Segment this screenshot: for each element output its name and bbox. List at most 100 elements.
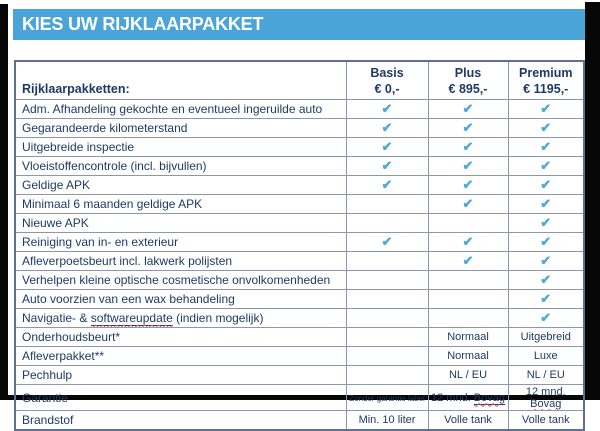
- cell-check: ✔: [345, 232, 429, 252]
- table-row: Afleverpoetsbeurt incl. lakwerk polijste…: [14, 251, 585, 271]
- checkmark-icon: ✔: [381, 120, 393, 135]
- table-row: Minimaal 6 maanden geldige APK ✔ ✔: [14, 194, 585, 214]
- checkmark-icon: ✔: [462, 158, 474, 173]
- cell-empty: [345, 327, 429, 347]
- cell-value: NL / EU: [427, 365, 509, 385]
- checkmark-icon: ✔: [462, 101, 474, 116]
- row-label: Afleverpakket**: [14, 346, 347, 366]
- cell-check: ✔: [345, 156, 429, 176]
- table-row: Garantie Zonder garantie label 12 mnd. Bov…: [14, 384, 585, 411]
- cell-check: ✔: [507, 99, 585, 119]
- column-price: € 1195,-: [523, 81, 569, 96]
- row-label: Brandstof: [14, 410, 347, 431]
- cell-check: ✔: [427, 175, 509, 195]
- page-title: KIES UW RIJKLAARPAKKET: [22, 14, 264, 34]
- spellcheck-underline: softwareupdate: [90, 311, 173, 326]
- cell-check: ✔: [345, 99, 429, 119]
- cell-empty: [427, 213, 509, 233]
- cell-check: ✔: [507, 194, 585, 214]
- cell-empty: [345, 346, 429, 366]
- table-row: Uitgebreide inspectie ✔ ✔ ✔: [14, 137, 585, 157]
- column-header-basis: Basis € 0,-: [345, 60, 429, 100]
- photo-border-right: [585, 2, 600, 400]
- checkmark-icon: ✔: [540, 291, 552, 306]
- cell-empty: [345, 251, 429, 271]
- cell-check: ✔: [507, 289, 585, 309]
- cell-check: ✔: [507, 137, 585, 157]
- row-label: Minimaal 6 maanden geldige APK: [14, 194, 347, 214]
- cell-empty: [345, 308, 429, 328]
- row-label: Vloeistoffencontrole (incl. bijvullen): [14, 156, 347, 176]
- comparison-table: Rijklaarpakketten: Basis € 0,- Plus € 89…: [14, 60, 585, 431]
- checkmark-icon: ✔: [381, 177, 393, 192]
- cell-check: ✔: [507, 270, 585, 290]
- checkmark-icon: ✔: [540, 310, 552, 325]
- cell-check: ✔: [427, 156, 509, 176]
- row-label: Geldige APK: [14, 175, 347, 195]
- checkmark-icon: ✔: [462, 196, 474, 211]
- row-label: Reiniging van in- en exterieur: [14, 232, 347, 252]
- checkmark-icon: ✔: [540, 253, 552, 268]
- cell-check: ✔: [427, 118, 509, 138]
- row-label: Onderhoudsbeurt*: [14, 327, 347, 347]
- cell-check: ✔: [507, 118, 585, 138]
- table-row: Vloeistoffencontrole (incl. bijvullen) ✔ ✔…: [14, 156, 585, 176]
- checkmark-icon: ✔: [540, 196, 552, 211]
- cell-check: ✔: [507, 156, 585, 176]
- cell-empty: [427, 270, 509, 290]
- row-label: Uitgebreide inspectie: [14, 137, 347, 157]
- spellcheck-underline: Bovag: [473, 391, 505, 405]
- table-row: Verhelpen kleine optische cosmetische on…: [14, 270, 585, 290]
- cell-check: ✔: [507, 213, 585, 233]
- cell-empty: [345, 270, 429, 290]
- table-row: Afleverpakket** Normaal Luxe: [14, 346, 585, 366]
- table-row: Adm. Afhandeling gekochte en eventueel i…: [14, 99, 585, 119]
- cell-check: ✔: [427, 99, 509, 119]
- table-row: Nieuwe APK ✔: [14, 213, 585, 233]
- table-row: Navigatie- & softwareupdate (indien moge…: [14, 308, 585, 328]
- cell-check: ✔: [507, 175, 585, 195]
- cell-value: Normaal: [427, 327, 509, 347]
- cell-value: Min. 10 liter: [345, 410, 429, 431]
- cell-value: Luxe: [507, 346, 585, 366]
- cell-check: ✔: [507, 232, 585, 252]
- cell-empty: [345, 289, 429, 309]
- cell-empty: [427, 308, 509, 328]
- row-label: Garantie: [14, 384, 347, 411]
- checkmark-icon: ✔: [462, 177, 474, 192]
- column-header-premium: Premium € 1195,-: [507, 60, 585, 100]
- column-name: Plus: [454, 65, 482, 80]
- row-label: Auto voorzien van een wax behandeling: [14, 289, 347, 309]
- checkmark-icon: ✔: [540, 158, 552, 173]
- cell-value: NL / EU: [507, 365, 585, 385]
- checkmark-icon: ✔: [462, 139, 474, 154]
- checkmark-icon: ✔: [540, 177, 552, 192]
- row-label: Navigatie- & softwareupdate (indien moge…: [14, 308, 347, 328]
- checkmark-icon: ✔: [462, 234, 474, 249]
- corner-label: Rijklaarpakketten:: [14, 60, 347, 100]
- cell-value: Uitgebreid: [507, 327, 585, 347]
- column-price: € 895,-: [448, 81, 488, 96]
- cell-empty: [345, 365, 429, 385]
- row-label: Pechhulp: [14, 365, 347, 385]
- checkmark-icon: ✔: [540, 101, 552, 116]
- checkmark-icon: ✔: [540, 234, 552, 249]
- photo-border-left: [0, 4, 8, 400]
- table-row: Gegarandeerde kilometerstand ✔ ✔ ✔: [14, 118, 585, 138]
- cell-check: ✔: [427, 232, 509, 252]
- column-name: Premium: [519, 65, 573, 80]
- table-row: Geldige APK ✔ ✔ ✔: [14, 175, 585, 195]
- cell-check: ✔: [507, 251, 585, 271]
- cell-value: 12 mnd. Bovag: [427, 384, 509, 411]
- column-name: Basis: [370, 65, 404, 80]
- cell-check: ✔: [345, 137, 429, 157]
- cell-value: 12 mnd. Bovag: [507, 384, 585, 411]
- cell-check: ✔: [427, 137, 509, 157]
- table-row: Onderhoudsbeurt* Normaal Uitgebreid: [14, 327, 585, 347]
- checkmark-icon: ✔: [381, 234, 393, 249]
- checkmark-icon: ✔: [462, 120, 474, 135]
- cell-value: Volle tank: [507, 410, 585, 431]
- cell-check: ✔: [427, 194, 509, 214]
- cell-value: Normaal: [427, 346, 509, 366]
- cell-value: Volle tank: [427, 410, 509, 431]
